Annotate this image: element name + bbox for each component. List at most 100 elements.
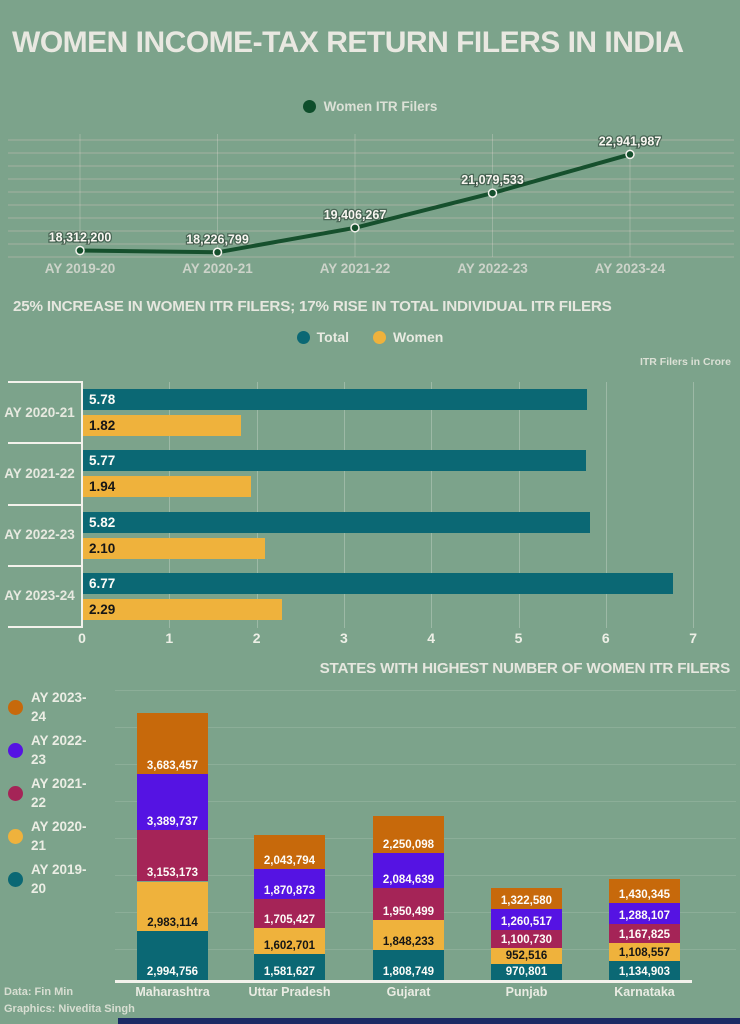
segment-value-label: 2,043,794: [263, 854, 316, 867]
legend-dot-icon: [8, 785, 23, 801]
data-point-label: 18,312,200: [49, 231, 112, 245]
v-gridline: [169, 382, 171, 628]
bar-segment: 1,108,557: [609, 943, 680, 962]
bar-segment: 952,516: [491, 948, 562, 964]
total-bar: 6.77: [83, 572, 674, 594]
states-stacked-bar-chart: AY 2023-24 AY 2022-23 AY 2021-22 AY 2020-21…: [0, 655, 740, 1024]
legend-label: AY 2021-22: [31, 776, 87, 810]
bar-segment: 1,288,107: [609, 902, 680, 924]
segment-value-label: 2,994,756: [146, 965, 199, 978]
total-dot-icon: [296, 330, 310, 344]
line-legend-label: Women ITR Filers: [323, 99, 438, 114]
bar-segment: 1,322,580: [491, 887, 562, 910]
bar-segment: 3,153,173: [137, 829, 208, 882]
segment-value-label: 1,167,825: [618, 929, 671, 942]
bar-segment: 1,705,427: [254, 899, 325, 928]
segment-value-label: 2,983,114: [147, 916, 198, 929]
page-title: WOMEN INCOME-TAX RETURN FILERS IN INDIA: [12, 26, 684, 59]
x-tick-label: 0: [78, 630, 86, 646]
segment-value-label: 1,288,107: [618, 909, 671, 922]
graphics-credit-note: Graphics: Nivedita Singh: [4, 1003, 135, 1015]
bar-segment: 1,950,499: [373, 887, 444, 920]
bar-segment: 1,134,903: [609, 961, 680, 980]
v-gridline: [343, 382, 345, 628]
v-gridline: [518, 382, 520, 628]
women-itr-line-chart: 18,312,200 AY 2019-20 18,226,799 AY 2020-21…: [8, 133, 734, 276]
bar-segment: 1,260,517: [491, 909, 562, 931]
x-axis-label: AY 2019-20: [45, 261, 116, 276]
row-label: AY 2020-21: [4, 404, 75, 420]
data-point: [487, 188, 498, 198]
legend-item-total: Total: [296, 329, 349, 345]
h-gridline: [115, 801, 736, 802]
segment-value-label: 1,705,427: [263, 913, 316, 926]
x-axis-label: AY 2020-21: [182, 261, 253, 276]
total-bar: 5.78: [83, 389, 587, 410]
segment-value-label: 1,808,749: [382, 965, 435, 978]
legend-dot-icon: [8, 828, 23, 844]
women-dot-icon: [373, 330, 387, 344]
segment-value-label: 3,153,173: [146, 867, 199, 880]
segment-value-label: 1,430,345: [618, 888, 671, 901]
bar-segment: 2,084,639: [373, 853, 444, 888]
grouped-bar-chart-legend: Total Women: [0, 329, 740, 345]
group-divider-tick: [8, 503, 82, 506]
data-source-note: Data: Fin Min: [4, 986, 74, 998]
x-tick-label: 3: [339, 630, 348, 646]
segment-value-label: 1,848,233: [382, 936, 435, 949]
segment-value-label: 2,084,639: [382, 873, 435, 886]
x-axis-baseline: [115, 980, 692, 983]
data-point: [75, 245, 85, 256]
legend-item-women: Women: [373, 329, 443, 345]
data-point: [212, 247, 223, 258]
total-bar: 5.77: [83, 450, 586, 472]
h-gridline: [115, 764, 736, 765]
bar-segment: 1,100,730: [491, 930, 562, 949]
data-point-label: 19,406,267: [324, 208, 387, 222]
segment-value-label: 1,950,499: [382, 905, 435, 918]
v-gridline: [693, 382, 695, 628]
v-gridline: [431, 382, 433, 628]
bar-segment: 1,167,825: [609, 923, 680, 944]
bar-segment: 970,801: [491, 964, 562, 980]
women-bar: 1.82: [83, 415, 241, 436]
bar-segment: 3,683,457: [137, 713, 208, 774]
segment-value-label: 1,100,730: [500, 934, 553, 947]
legend-label: AY 2022-23: [31, 733, 87, 767]
bar-segment: 2,043,794: [254, 834, 325, 869]
group-divider-tick: [8, 381, 82, 383]
total-bar: 5.82: [83, 511, 591, 533]
v-gridline: [605, 382, 607, 628]
h-gridline: [115, 690, 736, 691]
segment-value-label: 1,134,903: [618, 965, 671, 978]
group-divider-tick: [8, 626, 82, 628]
segment-value-label: 1,260,517: [500, 916, 553, 929]
bar-segment: 3,389,737: [137, 773, 208, 830]
bar-segment: 1,602,701: [254, 927, 325, 954]
segment-value-label: 1,108,557: [618, 947, 671, 960]
state-label: Maharashtra: [135, 985, 210, 999]
legend-label: AY 2019-20: [31, 862, 87, 896]
segment-value-label: 1,870,873: [263, 885, 316, 898]
v-gridline: [256, 382, 258, 628]
segment-value-label: 1,581,627: [263, 965, 316, 978]
bottom-accent-bar: [118, 1018, 740, 1024]
bar-segment: 1,581,627: [254, 953, 325, 980]
bar-segment: 1,430,345: [609, 878, 680, 903]
legend-dot-icon: [8, 871, 23, 887]
legend-item: AY 2023-24: [8, 688, 99, 726]
state-label: Gujarat: [386, 985, 431, 999]
state-label: Uttar Pradesh: [248, 985, 331, 999]
line-chart-legend: Women ITR Filers: [0, 99, 740, 114]
x-tick-label: 2: [252, 630, 261, 646]
row-label: AY 2023-24: [4, 588, 75, 604]
grouped-bar-chart-title: 25% INCREASE IN WOMEN ITR FILERS; 17% RI…: [13, 298, 612, 315]
segment-value-label: 3,683,457: [146, 759, 199, 772]
segment-value-label: 3,389,737: [146, 815, 199, 828]
row-label: AY 2022-23: [4, 527, 75, 542]
state-label: Karnataka: [614, 985, 675, 999]
women-legend-label: Women: [393, 329, 444, 345]
women-bar: 2.10: [83, 537, 266, 559]
bar-segment: 2,250,098: [373, 816, 444, 854]
